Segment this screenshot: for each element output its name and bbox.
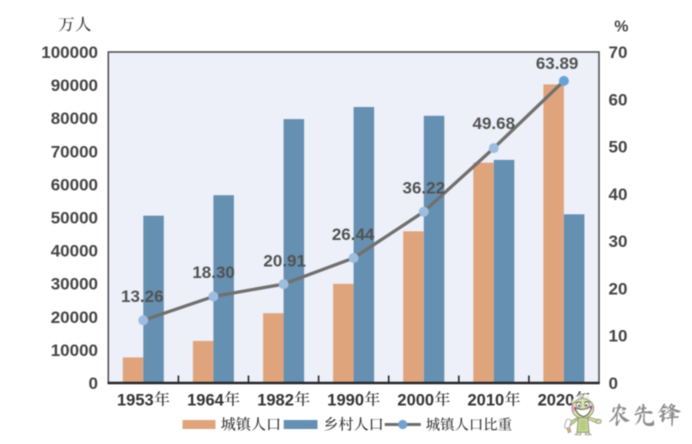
svg-text:18.30: 18.30	[192, 263, 235, 282]
svg-text:60: 60	[609, 90, 628, 109]
svg-text:0: 0	[609, 374, 618, 393]
svg-text:36.22: 36.22	[403, 178, 446, 197]
svg-text:30000: 30000	[51, 275, 98, 294]
svg-text:80000: 80000	[51, 109, 98, 128]
svg-text:10000: 10000	[51, 341, 98, 360]
svg-text:0: 0	[89, 374, 98, 393]
svg-text:10: 10	[609, 327, 628, 346]
svg-text:20.91: 20.91	[263, 252, 306, 271]
svg-text:40: 40	[609, 185, 628, 204]
svg-text:63.89: 63.89	[536, 54, 579, 73]
svg-text:1990: 1990	[327, 391, 364, 409]
svg-text:1982: 1982	[257, 391, 294, 409]
svg-text:50: 50	[609, 138, 628, 157]
svg-text:90000: 90000	[51, 76, 98, 95]
svg-text:26.44: 26.44	[332, 225, 375, 244]
svg-text:2010: 2010	[468, 391, 505, 409]
svg-text:%: %	[614, 18, 628, 35]
svg-text:13.26: 13.26	[121, 287, 164, 306]
svg-text:40000: 40000	[51, 242, 98, 261]
svg-text:2000: 2000	[397, 391, 434, 409]
svg-text:49.68: 49.68	[473, 114, 516, 133]
svg-text:70: 70	[609, 43, 628, 62]
svg-text:70000: 70000	[51, 142, 98, 161]
svg-text:100000: 100000	[41, 43, 98, 62]
svg-text:60000: 60000	[51, 175, 98, 194]
svg-text:1953: 1953	[117, 391, 154, 409]
svg-text:20000: 20000	[51, 308, 98, 327]
svg-text:30: 30	[609, 232, 628, 251]
svg-text:50000: 50000	[51, 209, 98, 228]
svg-text:1964: 1964	[187, 391, 225, 409]
svg-text:20: 20	[609, 279, 628, 298]
svg-text:2020: 2020	[538, 391, 575, 409]
